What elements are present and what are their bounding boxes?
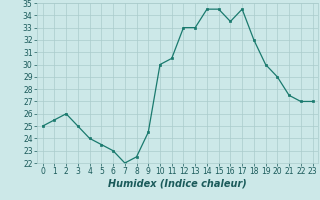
X-axis label: Humidex (Indice chaleur): Humidex (Indice chaleur) (108, 179, 247, 189)
